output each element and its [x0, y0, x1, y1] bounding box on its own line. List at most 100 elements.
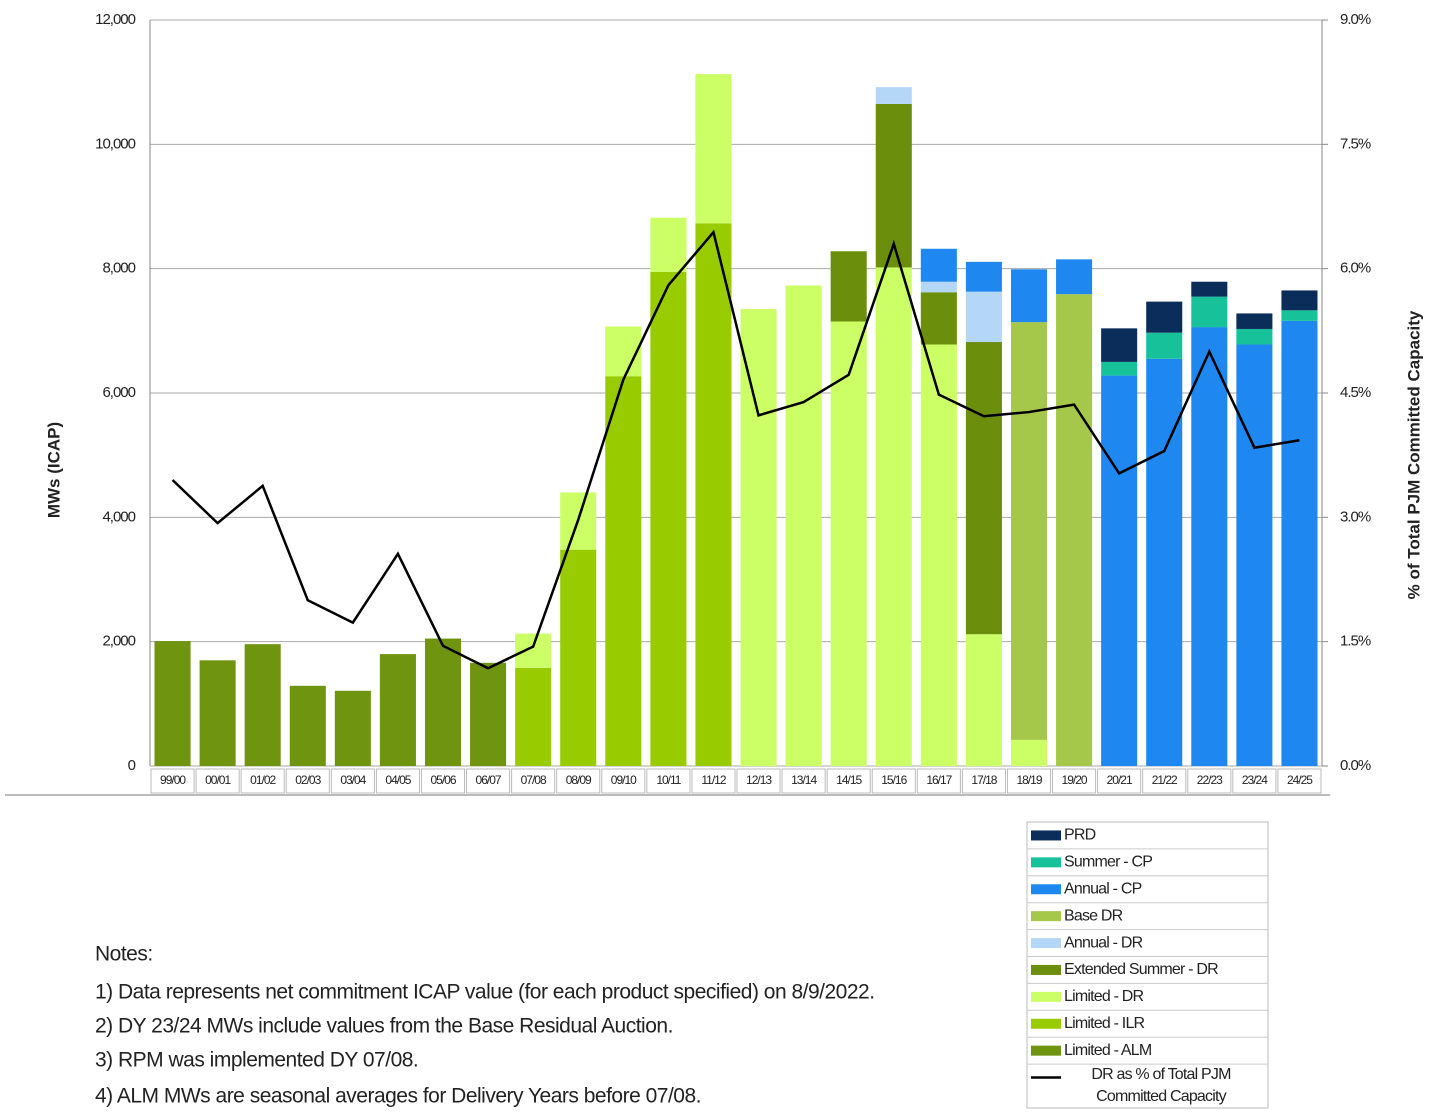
- x-tick-label: 22/23: [1197, 773, 1223, 787]
- x-tick-label: 01/02: [250, 773, 276, 787]
- legend-swatch: [1031, 1018, 1061, 1029]
- bar-segment: [424, 638, 462, 766]
- x-tick-label: 99/00: [160, 773, 186, 787]
- x-tick-label: 14/15: [836, 773, 862, 787]
- y2-tick-label: 7.5%: [1340, 135, 1371, 152]
- bar-segment: [1281, 310, 1318, 321]
- category-box: [916, 768, 961, 794]
- x-tick-label: 24/25: [1287, 773, 1313, 787]
- category-box: [240, 768, 285, 794]
- category-box: [1097, 768, 1142, 794]
- category-box: [1052, 768, 1097, 794]
- legend-swatch: [1031, 911, 1061, 922]
- legend-label: Limited - ILR: [1064, 1015, 1145, 1032]
- legend-swatch: [1031, 964, 1061, 975]
- category-box: [1187, 768, 1232, 794]
- bar-segment: [1191, 296, 1228, 328]
- x-tick-label: 05/06: [430, 773, 456, 787]
- bar-segment: [515, 633, 552, 668]
- legend-swatch: [1031, 857, 1061, 868]
- category-box: [601, 768, 646, 794]
- bar-segment: [695, 223, 732, 766]
- category-box: [556, 768, 601, 794]
- legend-swatch: [1031, 938, 1061, 949]
- bar-segment: [334, 690, 371, 766]
- category-box: [285, 768, 330, 794]
- x-tick-label: 11/12: [701, 773, 726, 787]
- x-tick-label: 03/04: [340, 773, 366, 787]
- y-tick-label: 2,000: [102, 633, 135, 650]
- x-tick-label: 09/10: [611, 773, 637, 787]
- bar-segment: [1056, 294, 1093, 766]
- bar-segment: [695, 74, 732, 224]
- category-box: [150, 768, 195, 794]
- category-box: [871, 768, 916, 794]
- category-box: [826, 768, 871, 794]
- y2-tick-label: 3.0%: [1340, 508, 1371, 525]
- bar-segment: [965, 634, 1002, 766]
- y-tick-label: 4,000: [102, 508, 135, 525]
- category-box: [1232, 768, 1277, 794]
- bar-segment: [470, 662, 507, 766]
- bar-segment: [965, 261, 1002, 292]
- bar-segment: [560, 549, 597, 766]
- category-box: [511, 768, 556, 794]
- bar-segment: [965, 291, 1002, 343]
- y2-axis-title: % of Total PJM Committed Capacity: [1404, 310, 1423, 599]
- bar-segment: [199, 660, 236, 766]
- bar-segment: [1056, 259, 1093, 295]
- x-tick-label: 21/22: [1152, 773, 1178, 787]
- bar-segment: [920, 281, 957, 293]
- bar-segment: [830, 251, 867, 322]
- x-tick-label: 15/16: [881, 773, 907, 787]
- y-tick-label: 6,000: [102, 384, 135, 401]
- bar-segment: [1010, 322, 1048, 740]
- category-box: [646, 768, 691, 794]
- bar-segment: [1236, 328, 1273, 345]
- note: 3) RPM was implemented DY 07/08.: [95, 1049, 418, 1072]
- category-box: [420, 768, 466, 794]
- x-tick-label: 10/11: [656, 773, 681, 787]
- bar-segment: [1146, 301, 1183, 333]
- y2-tick-label: 4.5%: [1340, 384, 1371, 401]
- legend-label: DR as % of Total PJM Committed Capacity: [1091, 1066, 1231, 1106]
- x-tick-label: 20/21: [1107, 773, 1133, 787]
- x-tick-label: 17/18: [971, 773, 997, 787]
- bar-segment: [1281, 320, 1318, 766]
- y2-tick-label: 0.0%: [1340, 757, 1371, 774]
- bar-segment: [1236, 344, 1273, 766]
- category-box: [466, 768, 511, 794]
- bar-segment: [920, 248, 957, 282]
- bar-segment: [1281, 290, 1318, 311]
- category-box: [195, 768, 240, 794]
- note: 4) ALM MWs are seasonal averages for Del…: [95, 1085, 701, 1108]
- category-box: [961, 768, 1006, 794]
- bar-segment: [1010, 739, 1048, 766]
- legend-label: Annual - DR: [1064, 934, 1143, 951]
- bar-segment: [1010, 269, 1048, 323]
- note: 1) Data represents net commitment ICAP v…: [95, 981, 875, 1004]
- bar-segment: [1101, 328, 1138, 362]
- x-tick-label: 12/13: [746, 773, 772, 787]
- legend-label: Base DR: [1064, 907, 1123, 924]
- y-tick-label: 12,000: [95, 11, 136, 28]
- x-tick-label: 13/14: [791, 773, 817, 787]
- category-box: [1006, 768, 1052, 794]
- legend-label: PRD: [1064, 827, 1096, 844]
- legend-label: Limited - DR: [1064, 988, 1144, 1005]
- bar-segment: [289, 685, 326, 766]
- x-tick-label: 23/24: [1242, 773, 1268, 787]
- y-axis-title: MWs (ICAP): [44, 422, 63, 518]
- bar-segment: [785, 285, 822, 766]
- notes-title: Notes:: [95, 943, 153, 966]
- bar-segment: [920, 344, 957, 766]
- bar-segment: [1236, 313, 1273, 329]
- legend-label: Summer - CP: [1064, 854, 1152, 871]
- bar-segment: [605, 376, 642, 766]
- bar-segment: [650, 271, 687, 766]
- y2-tick-label: 6.0%: [1340, 260, 1371, 277]
- bar-segment: [920, 292, 957, 345]
- bar-segment: [379, 654, 416, 766]
- legend-swatch: [1031, 991, 1061, 1002]
